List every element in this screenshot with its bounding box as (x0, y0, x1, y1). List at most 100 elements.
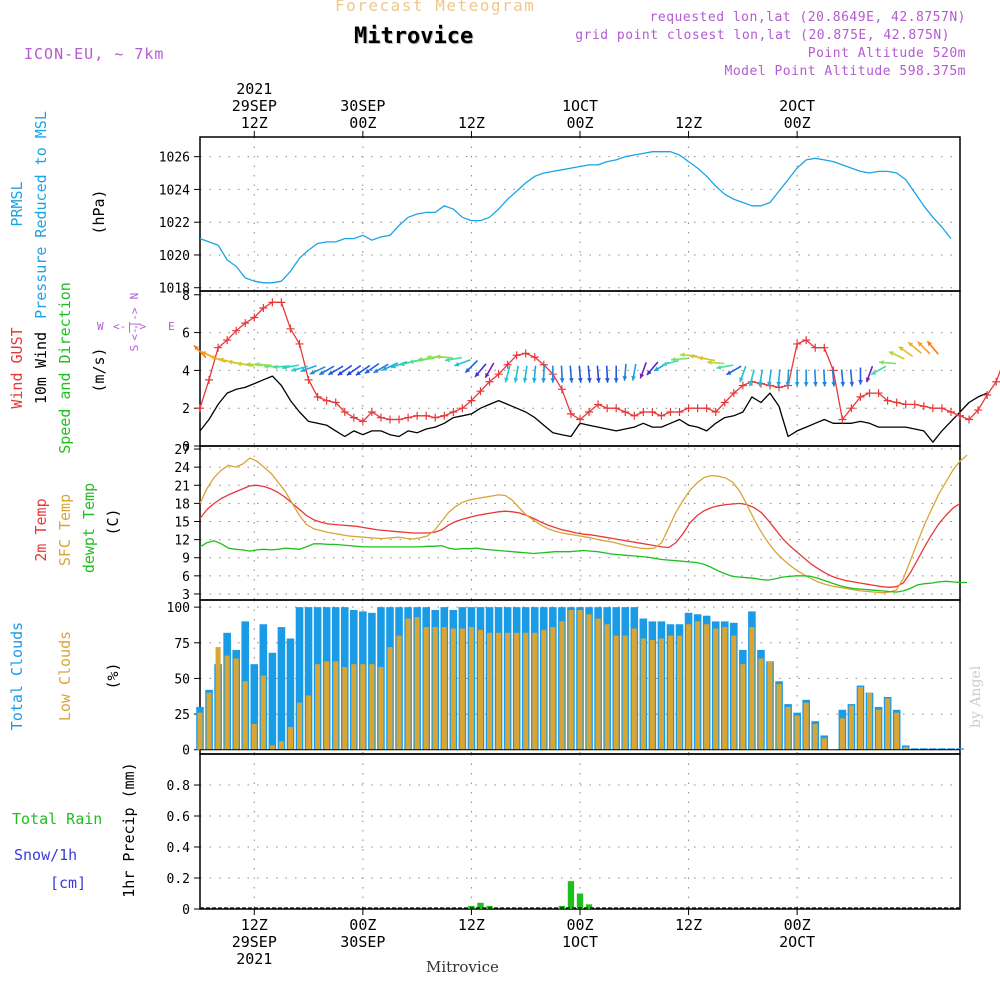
gust-marker (476, 387, 485, 396)
gust-marker (992, 377, 1000, 386)
low-cloud-bar (532, 632, 538, 750)
wind-arrow (236, 361, 254, 367)
compass-ew-arrow: <-|-> (113, 320, 146, 333)
gust-label: Wind GUST (8, 327, 26, 408)
gust-marker (928, 404, 937, 413)
wind-arrow (622, 363, 628, 381)
total-cloud-bar (268, 652, 277, 750)
pressure-unit-label: (hPa) (90, 189, 108, 234)
low-cloud-bar (369, 664, 375, 750)
wind-arrow (707, 360, 725, 365)
gust-marker (557, 385, 566, 394)
gust-marker (449, 407, 458, 416)
time-label-top: 12Z (458, 114, 485, 132)
time-label-bottom: 00Z (349, 916, 376, 934)
wind-arrow (272, 364, 290, 370)
low-cloud-bar (486, 632, 493, 750)
gust-marker (838, 415, 847, 424)
gust-marker (621, 407, 630, 416)
low-cloud-bar (667, 635, 674, 750)
gust-marker (919, 402, 928, 411)
low-cloud-bar (206, 692, 212, 750)
wind-arrow (373, 363, 389, 374)
low-cloud-bar (695, 621, 701, 750)
low-cloud-bar (550, 627, 556, 750)
time-label-bottom: 12Z (241, 916, 268, 934)
gust-marker (286, 324, 295, 333)
precip-ytick-label: 0 (182, 903, 190, 918)
low-cloud-bar (450, 628, 456, 750)
wind-arrow (813, 369, 818, 387)
gust-marker (205, 375, 214, 384)
wind-arrow (464, 360, 479, 374)
total-cloud-bar (295, 607, 304, 750)
gust-marker (720, 398, 729, 407)
low-cloud-bar (360, 664, 366, 750)
gust-marker (657, 411, 666, 420)
compass-west: W (97, 320, 104, 333)
temperature-ytick-label: 3 (182, 588, 190, 603)
low-cloud-bar (613, 635, 619, 750)
low-cloud-bar (604, 624, 610, 750)
gust-marker (277, 298, 286, 307)
low-cloud-bar (523, 632, 529, 750)
low-cloud-bar (242, 681, 248, 750)
wind-arrow (300, 364, 317, 373)
wind-arrow (513, 365, 519, 383)
low-cloud-bar (767, 661, 773, 750)
compass-ns-arrow: <-|-> (128, 307, 141, 340)
wind-arrow (926, 340, 939, 355)
gust-marker (856, 392, 865, 401)
wind-arrow (541, 365, 546, 383)
time-label-top: 29SEP (232, 97, 277, 115)
low-cloud-bar (315, 664, 321, 750)
low-cloud-bar (378, 667, 384, 750)
gust-marker (811, 343, 820, 352)
low-cloud-bar (287, 726, 294, 750)
gust-marker (702, 404, 711, 413)
low-cloud-bar (866, 692, 873, 750)
total-cloud-bar (277, 627, 286, 750)
low-cloud-bar (405, 618, 411, 750)
wind-arrow (858, 367, 863, 385)
wind-direction-label: Speed and Direction (56, 282, 74, 454)
low-cloud-bar (848, 705, 854, 750)
low-cloud-bar (894, 712, 900, 750)
wind-arrow (559, 365, 565, 383)
cloud-unit-label: (%) (104, 662, 122, 689)
temperature-ytick-label: 12 (174, 534, 190, 549)
pressure-label: Pressure Reduced to MSL (32, 111, 50, 319)
total-cloud-bar (910, 748, 919, 750)
gust-marker (386, 415, 394, 424)
wind-arrow (794, 369, 800, 387)
wind-arrow (748, 369, 755, 387)
temperature-ytick-label: 18 (174, 497, 190, 512)
wind10m-line (199, 375, 988, 443)
gust-marker (467, 396, 476, 405)
gust-marker (684, 404, 693, 413)
gust-marker (874, 389, 883, 398)
low-cloud-bar (342, 667, 348, 750)
total-cloud-bar (938, 748, 946, 750)
wind-arrow (870, 365, 887, 376)
gust-marker (322, 396, 331, 405)
low-cloud-bar (631, 628, 637, 750)
low-cloud-bar (839, 718, 845, 750)
clouds-ytick-label: 100 (167, 601, 190, 616)
gust-marker (196, 404, 204, 413)
gust-marker (367, 407, 376, 416)
wind-arrow (522, 365, 528, 383)
snow-label: Snow/1h (14, 846, 77, 864)
low-cloud-bar (577, 609, 583, 750)
location-title: Mitrovice (354, 24, 474, 49)
temperature-ytick-label: 21 (174, 479, 190, 494)
low-cloud-bar (414, 617, 420, 750)
gust-marker (521, 349, 530, 358)
wind-arrow (917, 341, 931, 355)
gust-marker (675, 407, 684, 416)
sfc-temp-label: SFC Temp (56, 494, 74, 566)
low-cloud-bar (269, 745, 275, 750)
pressure-ytick-label: 1018 (159, 282, 190, 297)
wind-arrow (484, 362, 495, 379)
wind-arrow (474, 363, 487, 378)
